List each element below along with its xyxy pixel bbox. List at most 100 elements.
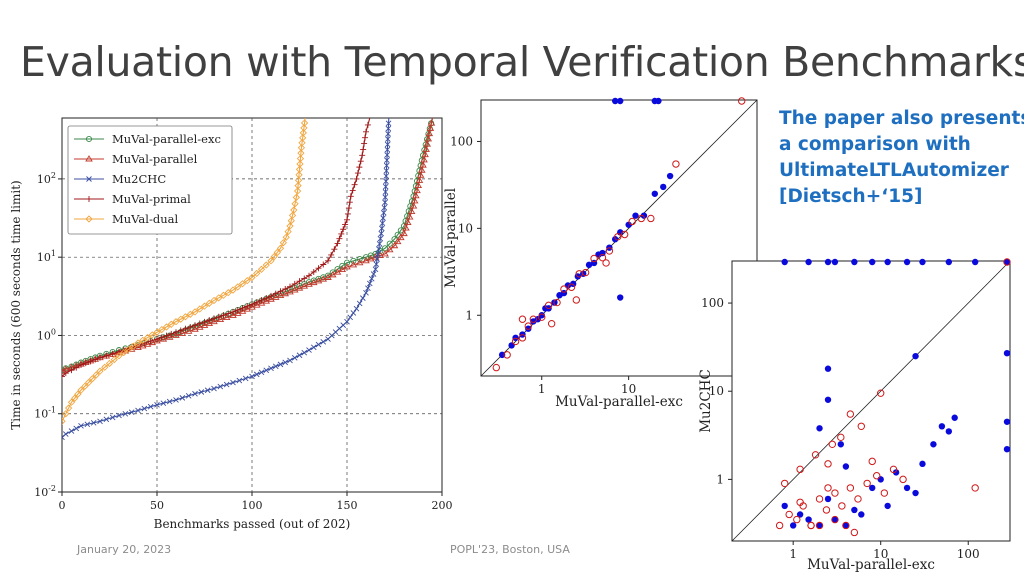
data-point (553, 298, 561, 307)
data-point (268, 292, 274, 299)
data-point (210, 296, 218, 305)
data-point (124, 345, 133, 354)
data-point (319, 275, 328, 282)
data-point (524, 322, 532, 330)
data-point (187, 323, 194, 330)
data-point (666, 172, 674, 180)
data-point (356, 255, 363, 263)
data-point (873, 472, 881, 480)
data-point (262, 297, 271, 304)
data-point (263, 367, 270, 374)
y-tick-label: 100 (701, 296, 724, 310)
data-point (134, 339, 142, 347)
data-point (397, 233, 405, 241)
data-point (824, 460, 832, 468)
data-point (343, 263, 351, 270)
data-point (276, 291, 285, 299)
data-point (215, 294, 223, 302)
data-point (415, 176, 424, 183)
data-point (407, 207, 416, 215)
data-point (831, 258, 839, 266)
data-point (379, 225, 385, 232)
data-point (230, 379, 236, 386)
data-point (296, 352, 303, 359)
data-point (340, 226, 347, 233)
data-point (815, 521, 824, 530)
data-point (306, 272, 312, 279)
series-muval-dual (62, 118, 309, 425)
data-point (384, 152, 390, 158)
data-point (160, 400, 167, 407)
data-point (97, 418, 103, 425)
data-point (938, 423, 946, 430)
data-point (84, 378, 93, 387)
data-point (84, 421, 91, 428)
data-point (141, 405, 148, 412)
data-point (343, 259, 351, 266)
data-point (116, 348, 122, 355)
data-point (850, 528, 859, 537)
data-point (248, 273, 256, 282)
data-point (828, 440, 837, 448)
data-point (851, 506, 858, 514)
data-point (412, 191, 420, 199)
data-point (892, 469, 900, 476)
data-point (88, 375, 97, 383)
data-point (346, 199, 353, 206)
data-point (857, 422, 865, 431)
data-point (880, 489, 889, 497)
data-point (640, 212, 648, 219)
data-point (173, 397, 179, 403)
data-point (625, 221, 632, 228)
data-point (115, 352, 123, 360)
legend-label: Mu2CHC (112, 172, 166, 186)
data-point (822, 506, 831, 514)
data-point (362, 256, 370, 264)
x-tick-label: 100 (242, 499, 263, 512)
data-point (421, 150, 429, 158)
data-point (858, 511, 865, 518)
data-point (349, 187, 356, 194)
data-point (382, 183, 389, 190)
data-point (413, 186, 421, 194)
data-point (349, 261, 358, 268)
data-point (294, 176, 303, 184)
data-point (377, 248, 384, 255)
data-point (210, 317, 218, 325)
data-point (877, 476, 884, 483)
data-point (854, 495, 862, 503)
data-point (236, 377, 243, 384)
data-point (365, 285, 371, 291)
data-point (585, 261, 593, 269)
data-point (877, 389, 885, 397)
data-point (381, 250, 389, 257)
data-point (336, 235, 343, 242)
data-point (293, 187, 302, 195)
data-point (360, 146, 367, 153)
data-point (637, 214, 646, 223)
data-point (267, 295, 275, 302)
data-point (65, 404, 73, 412)
data-point (378, 230, 385, 237)
data-point (252, 301, 261, 308)
data-point (370, 271, 377, 277)
data-point (796, 511, 804, 518)
data-point (390, 241, 399, 249)
data-point (292, 193, 300, 202)
data-point (373, 261, 380, 268)
data-point (360, 295, 366, 301)
data-point (300, 124, 308, 132)
data-point (869, 484, 876, 492)
data-point (225, 310, 232, 317)
y-tick-label: 100 (450, 134, 473, 148)
data-point (92, 356, 99, 363)
data-point (805, 516, 812, 523)
x-axis-label: MuVal-parallel-exc (555, 394, 683, 410)
data-point (919, 460, 926, 468)
data-point (884, 502, 891, 510)
data-point (62, 373, 65, 380)
data-point (81, 382, 89, 390)
data-point (103, 352, 110, 359)
data-point (82, 360, 89, 367)
